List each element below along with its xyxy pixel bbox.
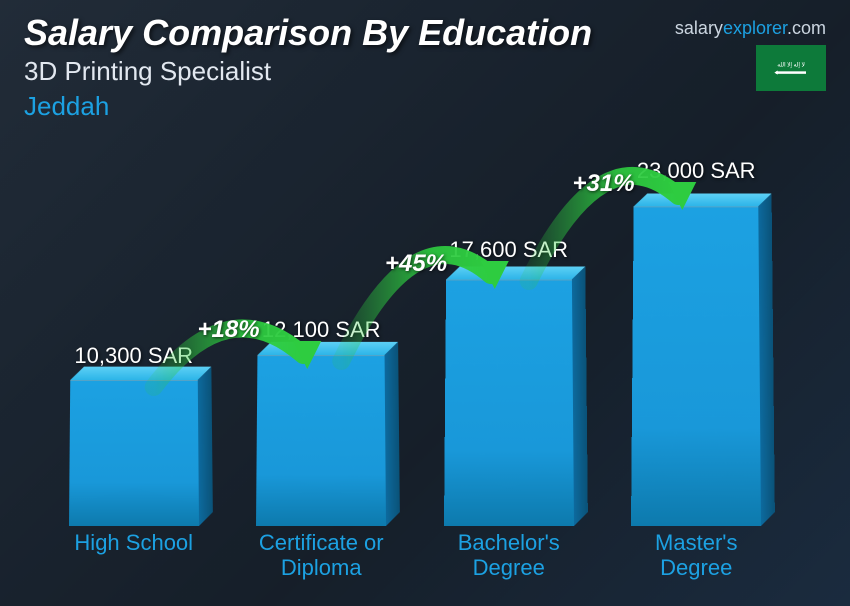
bar-top [70,367,211,380]
bar-group: 10,300 SAR [49,343,219,526]
flag-saudi-arabia: لا إله إلا الله [756,45,826,91]
bars-row: 10,300 SAR 12,100 SAR 17,600 SAR 23,000 … [40,126,790,526]
branding-suffix: .com [787,18,826,38]
bar-label: Bachelor'sDegree [424,530,594,586]
bar-side [198,367,213,526]
bar-label: Master'sDegree [611,530,781,586]
bar-front [631,206,761,526]
arc-pct-label: +18% [198,316,260,344]
bar-front [444,280,574,526]
bar [631,206,761,526]
bar-group: 17,600 SAR [424,237,594,526]
bar-top [446,267,585,280]
svg-text:لا إله إلا الله: لا إله إلا الله [777,61,805,68]
location: Jeddah [24,91,826,122]
branding-middle: explorer [723,18,787,38]
bar-top [258,342,399,355]
bar-value: 23,000 SAR [637,158,756,184]
branding-prefix: salary [675,18,723,38]
arc-pct-label: +45% [385,250,447,278]
bar-value: 12,100 SAR [262,317,381,343]
bar [256,355,386,526]
bar-value: 17,600 SAR [449,237,568,263]
bar [69,380,199,526]
bar-side [572,267,588,526]
bar-side [759,194,776,526]
bar-value: 10,300 SAR [74,343,193,369]
bar-front [256,355,386,526]
labels-row: High School Certificate orDiploma Bachelor… [40,530,790,586]
bar-label: High School [49,530,219,586]
branding: salaryexplorer.com لا إله إلا الله [675,18,826,91]
branding-text: salaryexplorer.com [675,18,826,39]
bar-label: Certificate orDiploma [236,530,406,586]
chart-area: 10,300 SAR 12,100 SAR 17,600 SAR 23,000 … [40,126,790,586]
bar-top [634,194,772,207]
bar [444,280,574,526]
bar-group: 12,100 SAR [236,317,406,526]
bar-front [69,380,199,526]
bar-side [385,342,400,526]
bar-group: 23,000 SAR [611,158,781,526]
arc-pct-label: +31% [573,170,635,198]
flag-icon: لا إله إلا الله [766,53,816,83]
